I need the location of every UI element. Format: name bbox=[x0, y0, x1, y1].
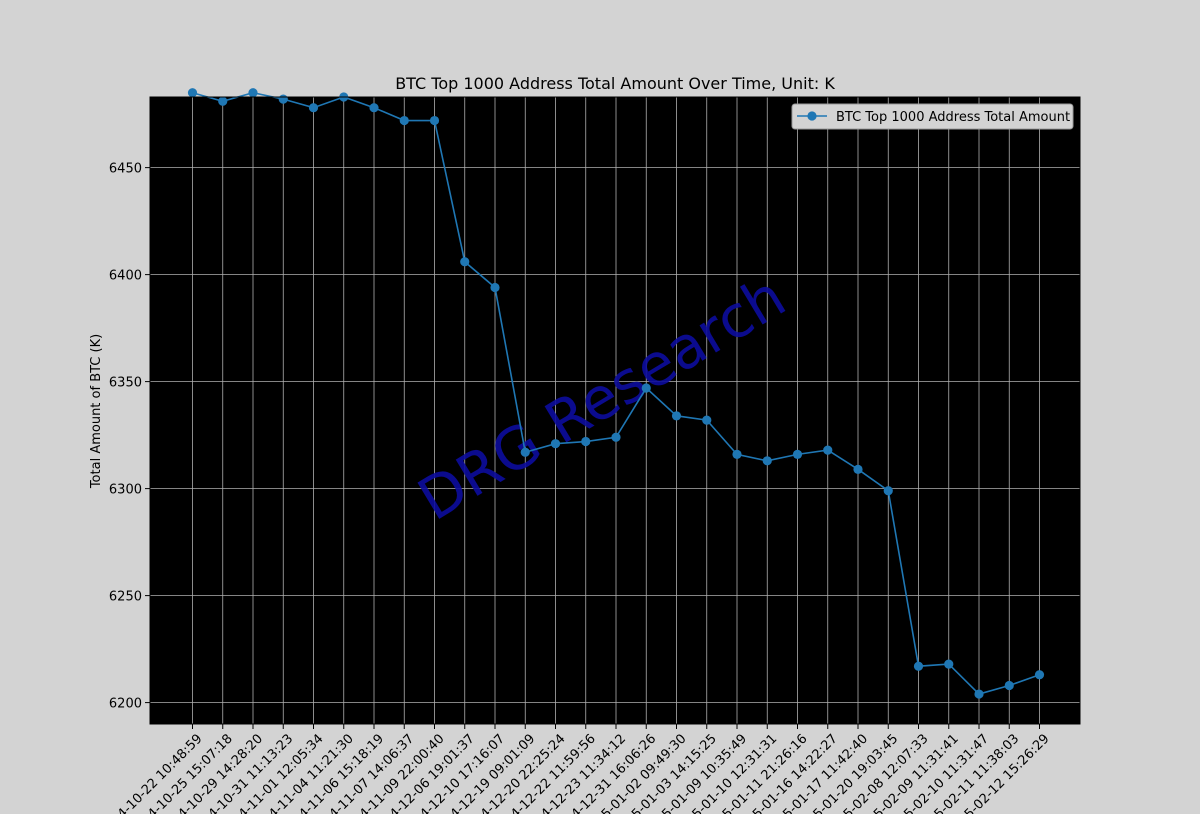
y-tick-label: 6350 bbox=[109, 376, 142, 391]
data-point bbox=[611, 432, 621, 442]
data-point bbox=[369, 103, 379, 113]
data-point bbox=[974, 689, 984, 699]
y-tick-label: 6200 bbox=[109, 697, 142, 712]
data-point bbox=[308, 103, 319, 113]
data-point bbox=[762, 456, 772, 466]
data-point bbox=[1034, 670, 1045, 680]
data-point bbox=[853, 464, 863, 474]
data-point bbox=[429, 115, 440, 126]
legend-label: BTC Top 1000 Address Total Amount bbox=[836, 110, 1070, 125]
data-point bbox=[883, 486, 893, 496]
data-point bbox=[913, 661, 924, 671]
legend-box bbox=[791, 103, 1074, 130]
data-point bbox=[550, 439, 561, 449]
data-point bbox=[399, 115, 409, 126]
legend-marker bbox=[807, 111, 817, 121]
data-point bbox=[581, 436, 591, 447]
grid bbox=[150, 97, 1080, 724]
data-point bbox=[218, 96, 228, 106]
chart-title: BTC Top 1000 Address Total Amount Over T… bbox=[395, 74, 835, 93]
y-axis-label: Total Amount of BTC (K) bbox=[89, 334, 104, 489]
data-point bbox=[702, 415, 712, 425]
legend: BTC Top 1000 Address Total Amount bbox=[791, 103, 1074, 130]
data-point bbox=[490, 282, 500, 293]
data-point bbox=[1004, 680, 1014, 691]
data-point bbox=[460, 257, 470, 267]
data-point bbox=[248, 88, 258, 98]
data-point bbox=[792, 449, 803, 459]
data-point bbox=[641, 383, 651, 393]
plot-area bbox=[150, 97, 1080, 724]
data-point bbox=[823, 445, 833, 455]
y-axis: 6200 6250 6300 6350 6400 6450 bbox=[109, 162, 150, 712]
plot-frame bbox=[149, 96, 1081, 725]
data-point bbox=[278, 94, 288, 104]
data-point bbox=[671, 411, 682, 421]
y-tick-label: 6300 bbox=[109, 483, 142, 498]
y-tick-label: 6450 bbox=[109, 162, 142, 177]
data-point bbox=[944, 659, 954, 669]
data-point bbox=[520, 447, 530, 457]
y-tick-label: 6400 bbox=[109, 269, 142, 284]
data-point bbox=[187, 88, 198, 98]
y-tick-label: 6250 bbox=[109, 590, 142, 605]
data-point bbox=[732, 449, 742, 459]
